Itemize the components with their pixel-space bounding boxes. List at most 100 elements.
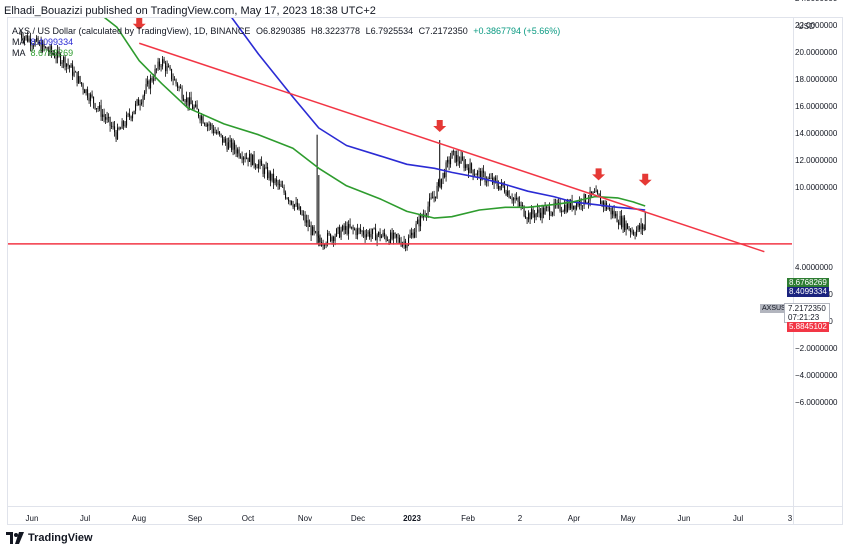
candle-body bbox=[534, 214, 536, 218]
candle-body bbox=[340, 230, 342, 238]
candle-body bbox=[339, 227, 341, 238]
candle-body bbox=[546, 206, 548, 208]
x-tick-label: Apr bbox=[567, 514, 581, 523]
tradingview-logo-icon bbox=[6, 532, 24, 544]
candle-body bbox=[357, 228, 359, 236]
candle-body bbox=[292, 204, 294, 208]
candle-body bbox=[154, 69, 156, 80]
candle-body bbox=[159, 61, 161, 67]
candle-body bbox=[196, 104, 198, 110]
candle-body bbox=[571, 200, 573, 209]
candle-body bbox=[261, 160, 263, 166]
candle-body bbox=[460, 156, 462, 164]
price-chart[interactable] bbox=[8, 18, 842, 524]
candle-body bbox=[219, 131, 221, 134]
candle-body bbox=[153, 79, 155, 81]
candle-body bbox=[57, 50, 59, 59]
ma-fast-line[interactable] bbox=[224, 18, 646, 211]
chart-frame[interactable] bbox=[7, 17, 843, 525]
resistance-trendline[interactable] bbox=[139, 42, 765, 253]
candle-body bbox=[222, 135, 224, 143]
candle-body bbox=[621, 215, 623, 228]
candle-body bbox=[382, 232, 384, 236]
candle-body bbox=[598, 193, 600, 196]
y-tick-label: 24.0000000 bbox=[795, 0, 837, 3]
ohlc-change: +0.3867794 (+5.66%) bbox=[473, 26, 561, 36]
candle-body bbox=[64, 57, 66, 67]
candle-body bbox=[375, 228, 377, 241]
candle-body bbox=[391, 232, 393, 239]
candle-body bbox=[430, 197, 432, 199]
x-tick-label: Jun bbox=[677, 514, 691, 523]
candle-body bbox=[516, 197, 518, 200]
currency-label: USD bbox=[798, 22, 815, 31]
ma-fast-legend[interactable]: MA 8.4099334 bbox=[12, 37, 73, 47]
candle-body bbox=[52, 52, 54, 55]
candle-body bbox=[211, 124, 213, 129]
candle-body bbox=[445, 162, 447, 178]
candle-body bbox=[244, 157, 246, 159]
candle-body bbox=[294, 204, 296, 208]
candle-body bbox=[295, 202, 297, 205]
candle-body bbox=[351, 226, 353, 228]
candle-body bbox=[592, 192, 594, 195]
candle-body bbox=[531, 209, 533, 220]
candle-body bbox=[409, 235, 411, 238]
candle-body bbox=[250, 153, 252, 166]
candle-body bbox=[210, 124, 212, 126]
ohlc-low: L6.7925534 bbox=[365, 26, 414, 36]
candle-body bbox=[612, 210, 614, 215]
candle-body bbox=[87, 89, 89, 98]
candle-body bbox=[267, 167, 269, 179]
candle-body bbox=[88, 97, 90, 102]
candle-body bbox=[412, 232, 414, 238]
candle-body bbox=[264, 167, 266, 174]
candle-body bbox=[289, 200, 291, 202]
arrow-down-icon bbox=[433, 120, 447, 133]
candle-body bbox=[451, 150, 453, 159]
candle-body bbox=[172, 79, 174, 81]
footer-brand[interactable]: TradingView bbox=[6, 532, 93, 544]
candle-body bbox=[175, 79, 177, 84]
candle-body bbox=[322, 244, 324, 246]
candle-body bbox=[378, 232, 380, 236]
candle-body bbox=[102, 114, 104, 117]
symbol-title[interactable]: AXS / US Dollar (calculated by TradingVi… bbox=[12, 26, 251, 36]
candle-body bbox=[354, 229, 356, 230]
candle-body bbox=[156, 68, 158, 70]
candle-body bbox=[553, 202, 555, 213]
candle-body bbox=[306, 220, 308, 223]
candle-body bbox=[118, 127, 120, 130]
candle-body bbox=[466, 164, 468, 168]
candle-body bbox=[411, 232, 413, 236]
candle-body bbox=[453, 150, 455, 152]
candle-body bbox=[468, 167, 470, 174]
ma-slow-line[interactable] bbox=[20, 18, 646, 219]
candle-body bbox=[616, 213, 618, 223]
candle-body bbox=[223, 138, 225, 143]
candle-body bbox=[390, 232, 392, 244]
candle-body bbox=[591, 191, 593, 195]
candle-body bbox=[613, 210, 615, 217]
candle-body bbox=[270, 172, 272, 181]
candle-body bbox=[195, 104, 197, 107]
candle-body bbox=[21, 33, 23, 38]
candle-body bbox=[301, 214, 303, 215]
candle-body bbox=[205, 124, 207, 127]
candle-body bbox=[183, 98, 185, 101]
candle-body bbox=[570, 200, 572, 209]
candle-body bbox=[399, 237, 401, 243]
candle-body bbox=[169, 67, 171, 70]
candle-body bbox=[268, 172, 270, 179]
candle-body bbox=[508, 190, 510, 198]
candle-body bbox=[213, 128, 215, 133]
candle-body bbox=[28, 38, 30, 42]
ma-slow-legend[interactable]: MA 8.6768269 bbox=[12, 48, 73, 58]
candle-body bbox=[574, 205, 576, 210]
candle-body bbox=[249, 153, 251, 162]
candle-body bbox=[600, 195, 602, 205]
ohlc-high: H8.3223778 bbox=[311, 26, 361, 36]
arrow-down-icon bbox=[592, 168, 606, 181]
x-tick-label: 2023 bbox=[403, 514, 421, 523]
candle-body bbox=[48, 50, 50, 52]
